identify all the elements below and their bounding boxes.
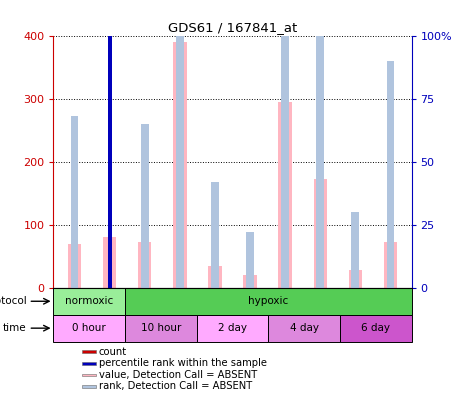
Bar xyxy=(103,237,116,288)
Bar xyxy=(197,315,268,342)
Bar xyxy=(141,124,149,288)
Text: value, Detection Call = ABSENT: value, Detection Call = ABSENT xyxy=(99,370,257,380)
Bar xyxy=(107,36,112,288)
Text: protocol: protocol xyxy=(0,296,27,306)
Bar xyxy=(82,373,96,376)
Bar xyxy=(384,242,397,288)
Bar xyxy=(268,315,340,342)
Bar xyxy=(173,42,186,288)
Bar xyxy=(82,385,96,388)
Bar xyxy=(281,0,289,288)
Text: 2 day: 2 day xyxy=(218,323,247,333)
Bar xyxy=(316,0,324,288)
Text: normoxic: normoxic xyxy=(65,296,113,306)
Bar xyxy=(208,266,222,288)
Bar xyxy=(211,182,219,288)
Bar xyxy=(246,232,254,288)
Bar xyxy=(125,315,197,342)
Text: hypoxic: hypoxic xyxy=(248,296,288,306)
Text: 0 hour: 0 hour xyxy=(73,323,106,333)
Bar xyxy=(53,315,125,342)
Bar xyxy=(313,179,327,288)
Text: 4 day: 4 day xyxy=(290,323,319,333)
Text: percentile rank within the sample: percentile rank within the sample xyxy=(99,358,267,368)
Bar xyxy=(53,288,125,315)
Bar xyxy=(138,242,152,288)
Bar xyxy=(125,288,412,315)
Bar xyxy=(82,362,96,365)
Bar xyxy=(68,244,81,288)
Bar xyxy=(71,116,79,288)
Bar xyxy=(340,315,412,342)
Text: rank, Detection Call = ABSENT: rank, Detection Call = ABSENT xyxy=(99,381,252,392)
Bar xyxy=(386,61,394,288)
Text: 10 hour: 10 hour xyxy=(141,323,181,333)
Bar xyxy=(82,350,96,353)
Text: count: count xyxy=(99,346,127,357)
Bar xyxy=(352,212,359,288)
Text: time: time xyxy=(3,323,27,333)
Bar xyxy=(176,0,184,288)
Bar xyxy=(279,102,292,288)
Bar xyxy=(243,275,257,288)
Text: 6 day: 6 day xyxy=(361,323,390,333)
Title: GDS61 / 167841_at: GDS61 / 167841_at xyxy=(168,21,297,34)
Bar xyxy=(349,270,362,288)
